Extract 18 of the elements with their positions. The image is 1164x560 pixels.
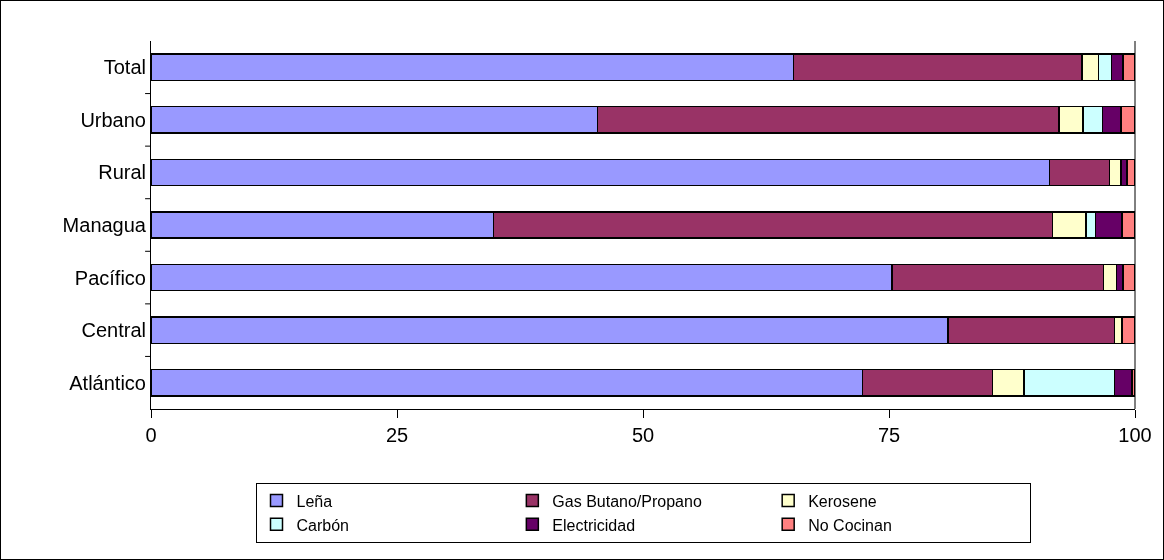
legend-label: Electricidad	[552, 516, 636, 534]
legend-label: Kerosene	[808, 492, 877, 510]
legend-label: Gas Butano/Propano	[552, 492, 702, 510]
y-tick-label: Central	[81, 319, 146, 342]
x-tick-label: 100	[1118, 424, 1152, 446]
y-tick-label: Rural	[98, 161, 146, 184]
x-tick-label: 50	[631, 424, 655, 446]
y-tick-label: Managua	[62, 214, 147, 236]
legend-label: Leña	[296, 492, 333, 510]
y-tick-label: Pacífico	[74, 266, 146, 289]
x-tick-label: 75	[877, 424, 901, 446]
x-tick-label: 0	[145, 424, 157, 446]
legend-label: No Cocinan	[808, 516, 892, 534]
y-tick-label: Urbano	[80, 108, 146, 131]
y-tick-label: Total	[103, 56, 146, 79]
y-tick-label: Atlántico	[69, 371, 146, 394]
x-tick-label: 25	[385, 424, 409, 446]
legend-label: Carbón	[296, 516, 349, 534]
